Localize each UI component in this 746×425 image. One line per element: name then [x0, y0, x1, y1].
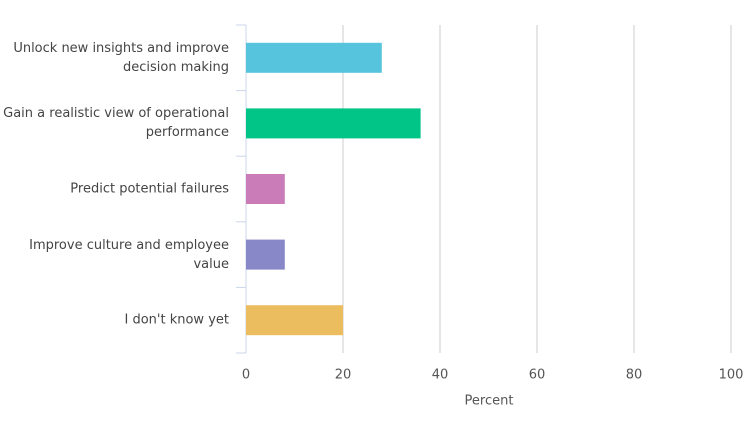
y-tick-label: I don't know yet: [124, 312, 230, 328]
bar: [246, 239, 285, 270]
y-tick-label: Predict potential failures: [70, 181, 229, 197]
x-tick-label: 20: [335, 368, 352, 383]
bar: [246, 42, 382, 73]
y-tick-label: Unlock new insights and improve decision…: [13, 40, 229, 75]
x-tick-label: 80: [626, 368, 643, 383]
bar: [246, 174, 285, 204]
x-tick-label: 0: [242, 368, 250, 383]
x-tick-label: 100: [719, 368, 744, 383]
bar: [246, 108, 421, 139]
x-axis-label: Percent: [465, 394, 514, 409]
x-tick-label: 40: [432, 368, 449, 383]
y-tick-label: Improve culture and employee value: [29, 237, 229, 272]
x-tick-label: 60: [529, 368, 546, 383]
y-tick-label: Gain a realistic view of operational per…: [3, 106, 229, 141]
bar: [246, 305, 343, 336]
